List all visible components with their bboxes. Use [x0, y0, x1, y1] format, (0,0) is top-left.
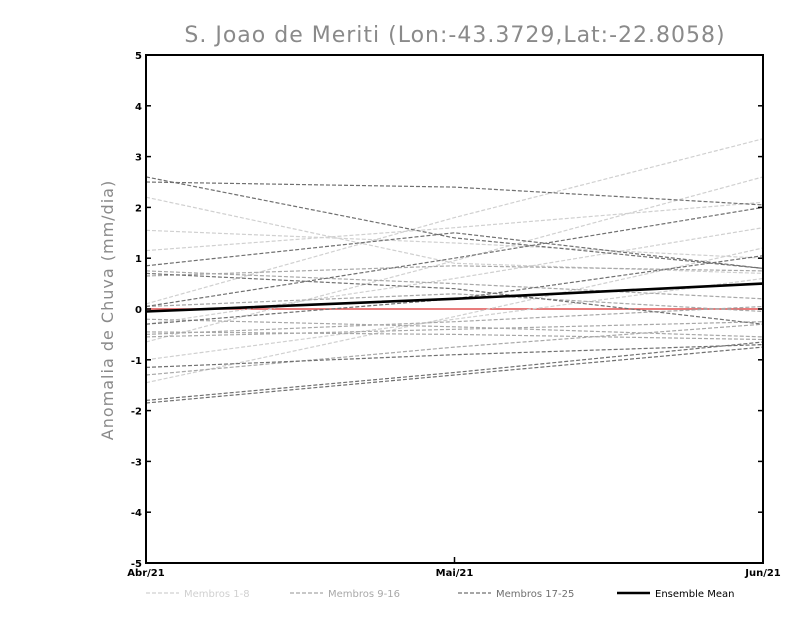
series-line-membro-8	[145, 227, 764, 325]
series-line-membro-20	[145, 206, 764, 308]
series-line-membro-17	[145, 176, 764, 269]
series-line-ensemble-mean	[145, 282, 764, 313]
series-line-membro-9	[145, 270, 764, 300]
series-line-membro-14	[145, 265, 764, 277]
series-line-membro-3	[145, 229, 764, 259]
series-line-membro-12	[145, 305, 764, 335]
y-tick-label: 2	[135, 203, 142, 214]
y-tick-label: -5	[131, 559, 142, 570]
y-tick-label: 0	[135, 305, 142, 316]
y-tick-label: 3	[135, 153, 142, 164]
series-line-membro-1	[145, 138, 764, 305]
y-tick-label: 5	[135, 51, 142, 62]
y-tick-label: -3	[131, 457, 142, 468]
series-line-membro-16	[145, 321, 764, 338]
series-line-membro-10	[145, 318, 764, 338]
series-line-membro-11	[145, 293, 764, 313]
y-axis-label: Anomalia de Chuva (mm/dia)	[98, 180, 117, 440]
series-line-membro-24	[145, 272, 764, 325]
series-line-membro-15	[145, 331, 764, 341]
series-line-membro-5	[145, 277, 764, 361]
series-line-membro-6	[145, 247, 764, 384]
legend: Membros 1-8 Membros 9-16 Membros 17-25 Ense…	[146, 589, 734, 600]
x-tick-label: Jun/21	[744, 568, 781, 579]
series-line-membro-4	[145, 176, 764, 343]
y-tick-label: -4	[131, 508, 142, 519]
series-line-membro-13	[145, 323, 764, 376]
x-tick-label: Mai/21	[436, 568, 474, 579]
x-tick-label: Abr/21	[127, 568, 164, 579]
y-tick-label: 4	[135, 102, 142, 113]
series-line-membro-21	[145, 341, 764, 401]
series-line-membro-7	[145, 201, 764, 252]
legend-label: Membros 1-8	[184, 589, 250, 600]
series-layer	[145, 138, 764, 404]
series-line-membro-22	[145, 346, 764, 404]
y-tick-label: -2	[131, 407, 142, 418]
axes-layer: -5 -4 -3 -2 -1 0 1 2 3 4 5 Abr/21 Mai/21 Jun/21	[127, 51, 781, 579]
y-tick-label: 1	[135, 254, 142, 265]
legend-label: Membros 17-25	[496, 589, 574, 600]
legend-label: Ensemble Mean	[655, 589, 734, 600]
y-tick-label: -1	[131, 356, 142, 367]
series-line-membro-19	[145, 232, 764, 269]
chart-title: S. Joao de Meriti (Lon:-43.3729,Lat:-22.…	[184, 23, 725, 48]
series-line-membro-2	[145, 196, 764, 274]
legend-label: Membros 9-16	[328, 589, 400, 600]
series-line-membro-23	[145, 344, 764, 368]
series-line-membro-18	[145, 181, 764, 206]
